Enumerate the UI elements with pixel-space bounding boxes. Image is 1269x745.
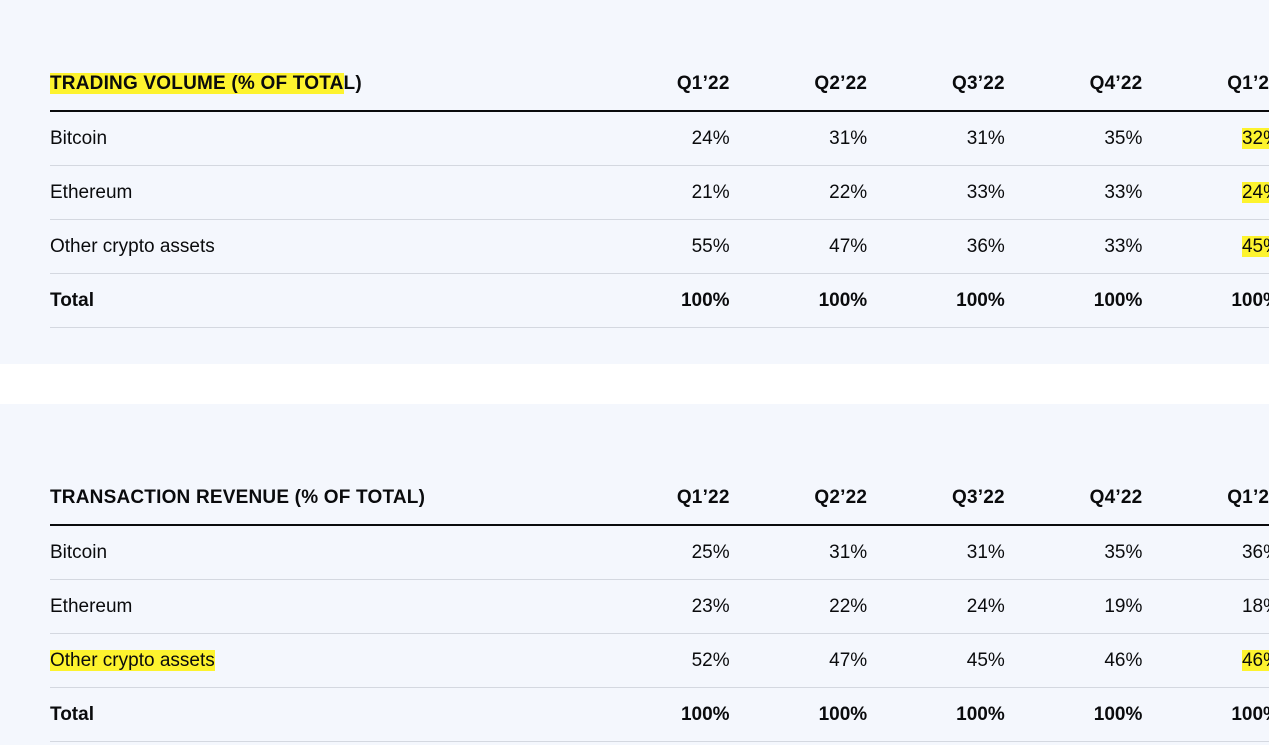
cell-value: 47% [733,633,872,688]
cell-value: 33% [1008,219,1147,274]
table-title: TRADING VOLUME (% OF TOTAL) [50,58,596,112]
row-label: Ethereum [50,165,596,220]
cell-value: 52% [596,633,734,688]
table-row: Other crypto assets 55% 47% 36% 33% 45% [50,219,1269,274]
cell-value: 24% [596,111,734,166]
cell-value: 36% [1146,525,1269,580]
column-header: Q1’23 [1146,58,1269,112]
highlighted-title-part: TRADING VOLUME (% OF TOTA [50,73,344,94]
cell-value: 46% [1008,633,1147,688]
title-rest: L) [343,73,362,94]
highlighted-value: 45% [1241,235,1269,257]
cell-value: 33% [1008,165,1147,220]
highlighted-value: 46% [1241,649,1269,671]
cell-value: 36% [871,219,1009,274]
table-title: TRANSACTION REVENUE (% OF TOTAL) [50,472,596,526]
column-header: Q4’22 [1008,58,1147,112]
row-label: Other crypto assets [50,219,596,274]
cell-value: 19% [1008,579,1147,634]
cell-value: 23% [596,579,734,634]
cell-value: 100% [596,273,734,328]
column-header: Q3’22 [871,472,1009,526]
table-row: Ethereum 23% 22% 24% 19% 18% [50,579,1269,634]
cell-value: 100% [596,687,734,742]
transaction-revenue-panel: TRANSACTION REVENUE (% OF TOTAL) Q1’22 Q… [0,404,1269,745]
row-label: Total [50,687,596,742]
column-header: Q2’22 [733,58,872,112]
trading-volume-panel: TRADING VOLUME (% OF TOTAL) Q1’22 Q2’22 … [0,0,1269,364]
cell-value: 25% [596,525,734,580]
column-header: Q1’23 [1146,472,1269,526]
column-header: Q2’22 [733,472,872,526]
cell-value: 100% [1008,687,1147,742]
cell-value-highlighted: 32% [1146,111,1269,166]
column-header: Q1’22 [596,472,734,526]
table-header-row: TRADING VOLUME (% OF TOTAL) Q1’22 Q2’22 … [50,58,1269,112]
table-row: Bitcoin 24% 31% 31% 35% 32% [50,111,1269,166]
cell-value-highlighted: 24% [1146,165,1269,220]
cell-value: 100% [1008,273,1147,328]
row-label-highlighted: Other crypto assets [50,633,596,688]
column-header: Q4’22 [1008,472,1147,526]
row-label: Bitcoin [50,111,596,166]
table-row: Bitcoin 25% 31% 31% 35% 36% [50,525,1269,580]
cell-value-highlighted: 45% [1146,219,1269,274]
cell-value: 100% [733,687,872,742]
table-header-row: TRANSACTION REVENUE (% OF TOTAL) Q1’22 Q… [50,472,1269,526]
highlighted-label: Other crypto assets [50,649,215,671]
cell-value: 35% [1008,525,1147,580]
row-label: Bitcoin [50,525,596,580]
total-row: Total 100% 100% 100% 100% 100% [50,687,1269,742]
cell-value: 55% [596,219,734,274]
cell-value: 100% [871,273,1009,328]
column-header: Q3’22 [871,58,1009,112]
cell-value: 31% [733,525,872,580]
cell-value: 47% [733,219,872,274]
highlighted-value: 24% [1241,181,1269,203]
cell-value: 31% [871,525,1009,580]
cell-value-highlighted: 46% [1146,633,1269,688]
cell-value: 100% [1146,273,1269,328]
row-label: Total [50,273,596,328]
table-row: Ethereum 21% 22% 33% 33% 24% [50,165,1269,220]
cell-value: 100% [871,687,1009,742]
highlighted-value: 32% [1241,127,1269,149]
table-row: Other crypto assets 52% 47% 45% 46% 46% [50,633,1269,688]
cell-value: 31% [733,111,872,166]
cell-value: 45% [871,633,1009,688]
cell-value: 24% [871,579,1009,634]
cell-value: 100% [1146,687,1269,742]
column-header: Q1’22 [596,58,734,112]
trading-volume-table: TRADING VOLUME (% OF TOTAL) Q1’22 Q2’22 … [50,58,1269,328]
cell-value: 100% [733,273,872,328]
row-label: Ethereum [50,579,596,634]
cell-value: 33% [871,165,1009,220]
cell-value: 22% [733,579,872,634]
total-row: Total 100% 100% 100% 100% 100% [50,273,1269,328]
cell-value: 35% [1008,111,1147,166]
cell-value: 22% [733,165,872,220]
cell-value: 18% [1146,579,1269,634]
transaction-revenue-table: TRANSACTION REVENUE (% OF TOTAL) Q1’22 Q… [50,472,1269,742]
cell-value: 21% [596,165,734,220]
cell-value: 31% [871,111,1009,166]
